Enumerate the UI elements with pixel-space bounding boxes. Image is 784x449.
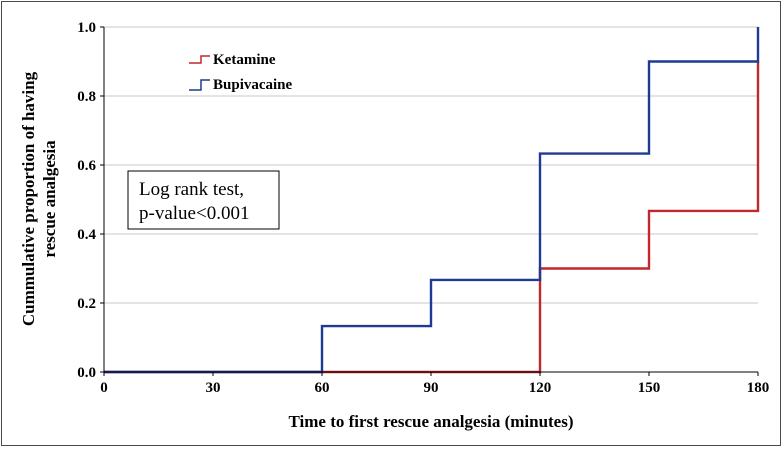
x-axis-title: Time to first rescue analgesia (minutes) [288, 412, 573, 431]
x-tick-label-5: 150 [638, 380, 661, 396]
legend-symbol-ketamine [189, 55, 210, 64]
x-tick-label-2: 60 [315, 380, 330, 396]
x-tick-label-4: 120 [529, 380, 552, 396]
y-axis-title-line2: rescue analgesia [40, 140, 59, 258]
tick-labels: 0.0 0.2 0.4 0.6 0.8 1.0 0 30 60 90 120 150 180 [77, 20, 769, 396]
legend: Ketamine Bupivacaine [189, 52, 293, 93]
log-rank-annotation: Log rank test, p-value<0.001 [127, 170, 280, 230]
annotation-box [127, 170, 280, 230]
axes [100, 26, 759, 376]
y-tick-label-4: 0.8 [77, 89, 96, 105]
legend-symbol-bupivacaine [189, 79, 210, 91]
y-tick-label-3: 0.6 [77, 158, 96, 174]
series-line-bupivacaine [104, 27, 760, 374]
x-tick-label-3: 90 [424, 380, 439, 396]
annotation-line1: Log rank test, [139, 179, 244, 200]
y-tick-label-2: 0.4 [77, 227, 96, 243]
x-tick-label-1: 30 [206, 380, 221, 396]
y-tick-label-5: 1.0 [77, 20, 96, 36]
y-axis-title-line1: Cummulative proportion of having [19, 71, 38, 326]
x-tick-label-0: 0 [100, 380, 108, 396]
y-tick-label-1: 0.2 [77, 296, 96, 312]
y-tick-label-0: 0.0 [77, 365, 96, 381]
legend-label-ketamine: Ketamine [213, 52, 276, 68]
legend-label-bupivacaine: Bupivacaine [213, 77, 293, 93]
x-tick-label-6: 180 [747, 380, 770, 396]
grid-lines [104, 26, 758, 304]
annotation-line2: p-value<0.001 [139, 203, 249, 224]
